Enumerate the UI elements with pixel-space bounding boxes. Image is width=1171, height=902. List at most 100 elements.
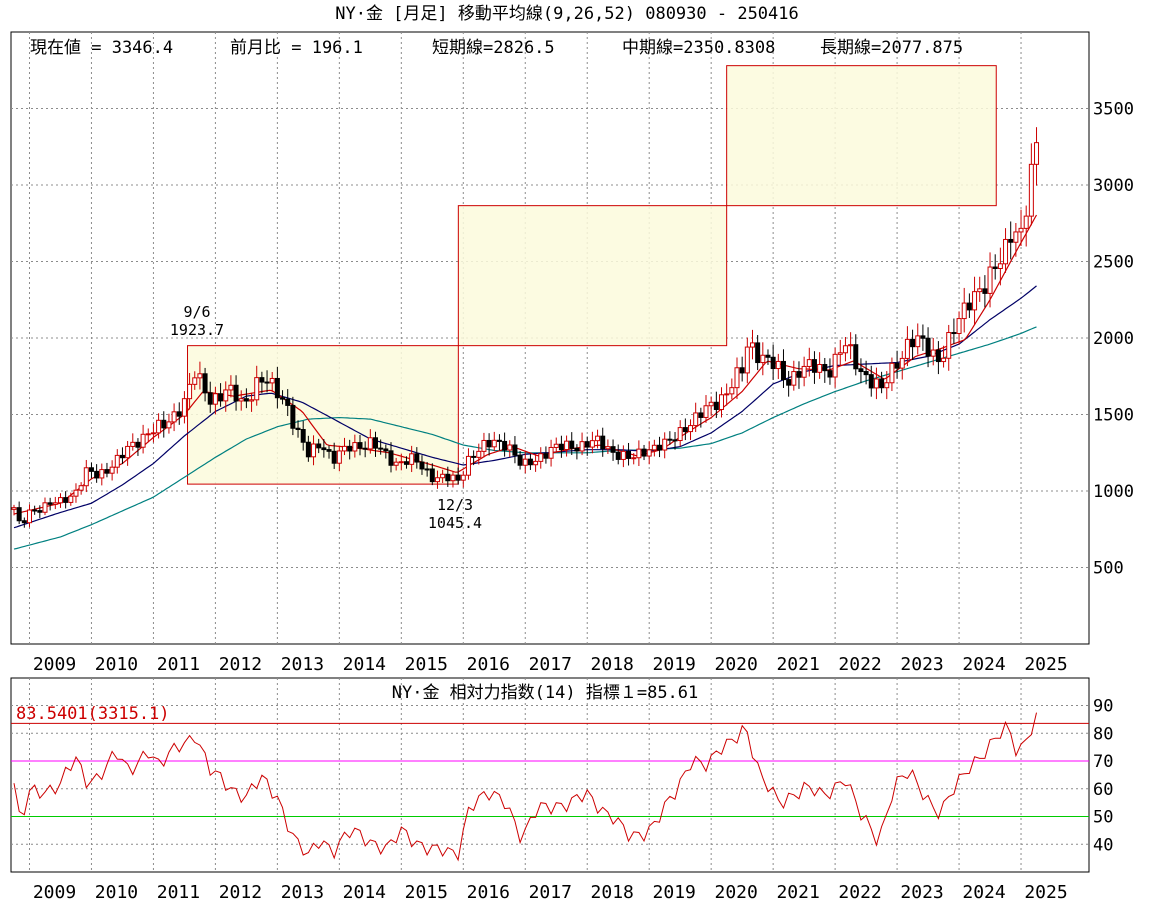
rsi-x-tick-label: 2019: [653, 882, 696, 902]
candle-body: [558, 443, 564, 451]
candle-body: [806, 359, 812, 367]
candle-body: [672, 439, 678, 442]
candle-body: [243, 398, 249, 402]
peak-value-label: 1923.7: [170, 321, 224, 339]
candle-body: [207, 392, 213, 405]
candle-body: [316, 443, 322, 449]
candle-body: [719, 394, 725, 410]
candle-body: [605, 446, 611, 450]
candle-body: [910, 338, 916, 348]
rsi-panel: 40 50 60 70 80 90 NY·金 相対力指数(14) 指標１=85.61 83…: [10, 677, 1113, 873]
candle-body: [817, 364, 823, 373]
candle-body: [1008, 238, 1014, 243]
candle-body: [848, 344, 854, 347]
candle-body: [321, 447, 327, 451]
rsi-y-tick-label: 40: [1093, 835, 1113, 855]
candle-body: [47, 502, 53, 505]
candle-body: [631, 457, 637, 460]
candle-body: [280, 397, 286, 400]
candle-body: [290, 404, 296, 429]
candle-body: [657, 444, 663, 451]
candle-body: [99, 469, 105, 479]
main-x-tick-label: 2016: [467, 654, 510, 675]
candle-body: [548, 446, 554, 459]
candle-body: [522, 458, 528, 466]
info-mid-ma: 中期線=2350.8308: [622, 38, 775, 58]
candle-body: [873, 378, 879, 389]
candle-body: [228, 384, 234, 391]
candle-body: [311, 443, 317, 458]
candle-body: [579, 441, 585, 452]
candle-body: [688, 425, 694, 433]
rsi-line: [13, 712, 1037, 862]
info-month-change: 前月比 = 196.1: [230, 38, 363, 58]
candle-body: [796, 371, 802, 378]
candle-body: [342, 445, 348, 452]
candle-body: [1013, 231, 1019, 243]
candle-body: [502, 440, 508, 451]
main-x-tick-labels: 2009 2010 2011 2012 2013 2014 2015 2016 2017 2018…: [33, 654, 1068, 675]
candle-body: [703, 405, 709, 418]
main-y-tick-label: 3000: [1093, 176, 1134, 196]
candle-body: [125, 445, 131, 459]
candle-body: [218, 393, 224, 402]
info-current-price: 現在値 = 3346.4: [30, 38, 173, 58]
candle-body: [233, 384, 239, 402]
candle-body: [744, 346, 750, 374]
rsi-x-tick-label: 2022: [838, 882, 881, 902]
candle-body: [915, 335, 921, 348]
candle-body: [378, 447, 384, 450]
candle-body: [904, 338, 910, 359]
candle-body: [336, 450, 342, 464]
candle-body: [889, 362, 895, 384]
candle-body: [21, 520, 27, 524]
candle-body: [1018, 227, 1024, 233]
candle-body: [274, 377, 280, 399]
candle-body: [708, 401, 714, 407]
candle-body: [956, 318, 962, 334]
main-x-tick-label: 2017: [529, 654, 572, 675]
main-x-tick-label: 2025: [1024, 654, 1067, 675]
rsi-x-tick-label: 2024: [962, 882, 1005, 902]
candle-body: [507, 444, 513, 451]
candle-body: [739, 367, 745, 374]
candle-body: [626, 450, 632, 459]
candle-body: [424, 468, 430, 471]
info-long-ma: 長期線=2077.875: [820, 38, 963, 58]
rsi-x-tick-label: 2013: [281, 882, 324, 902]
candle-body: [641, 448, 647, 457]
candle-body: [414, 453, 420, 463]
range-boxes: [187, 65, 997, 485]
candle-body: [440, 473, 446, 479]
candle-body: [749, 342, 755, 348]
candle-body: [393, 461, 399, 466]
rsi-panel-frame: [10, 677, 1090, 873]
candle-body: [254, 377, 260, 401]
candle-body: [295, 427, 301, 431]
candle-body: [1028, 163, 1034, 217]
candle-body: [156, 419, 162, 434]
main-x-tick-label: 2013: [281, 654, 324, 675]
candle-body: [636, 448, 642, 459]
candle-body: [37, 510, 43, 513]
candle-body: [564, 440, 570, 451]
main-x-tick-label: 2012: [219, 654, 262, 675]
candle-body: [212, 393, 218, 405]
candle-body: [600, 435, 606, 450]
candle-body: [517, 454, 523, 466]
main-y-tick-label: 1000: [1093, 482, 1134, 502]
candle-body: [595, 435, 601, 442]
candle-body: [372, 437, 378, 449]
candle-body: [755, 342, 761, 364]
candle-body: [68, 495, 74, 503]
candlesticks: [11, 127, 1040, 528]
main-x-tick-label: 2009: [33, 654, 76, 675]
rsi-title: NY·金 相対力指数(14) 指標１=85.61: [392, 683, 699, 703]
candle-body: [300, 429, 306, 443]
peak-annotation: 9/6 1923.7: [170, 303, 224, 339]
rsi-y-tick-label: 50: [1093, 808, 1113, 828]
main-panel: 500 1000 1500 2000 2500 3000 3500 現在値 = 3346.4…: [10, 31, 1134, 645]
main-x-tick-label: 2022: [838, 654, 881, 675]
rsi-x-tick-label: 2023: [900, 882, 943, 902]
